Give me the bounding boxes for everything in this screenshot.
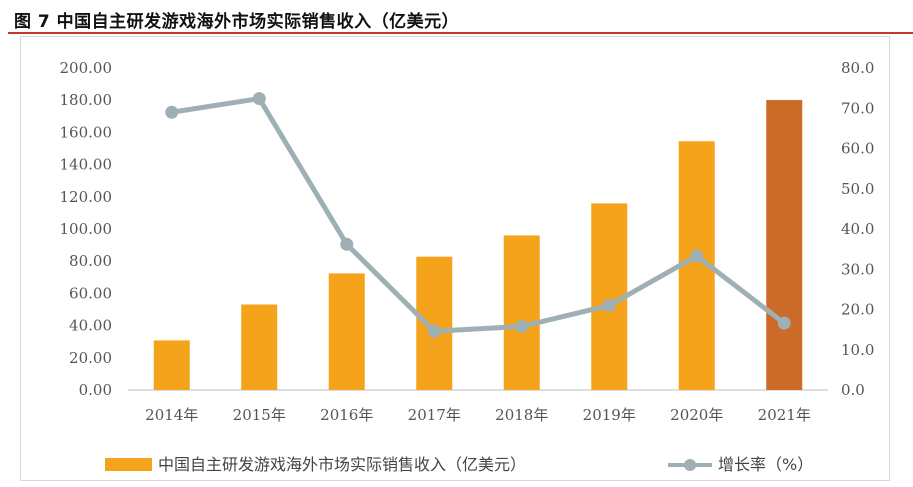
left-tick-label: 180.00 (60, 91, 113, 109)
left-tick-label: 140.00 (60, 156, 113, 174)
legend-line-marker (684, 459, 696, 471)
bar (416, 256, 453, 390)
bar (153, 340, 190, 390)
growth-line (171, 96, 786, 334)
chart-frame (20, 36, 890, 481)
growth-point (777, 316, 791, 330)
right-tick-label: 80.0 (841, 59, 874, 77)
legend-line-label: 增长率（%） (718, 455, 813, 474)
x-tick-label: 2018年 (495, 406, 548, 424)
x-tick-label: 2017年 (408, 406, 461, 424)
right-tick-label: 20.0 (841, 301, 874, 319)
growth-point (340, 237, 354, 251)
right-tick-label: 30.0 (841, 260, 874, 278)
right-tick-label: 70.0 (841, 99, 874, 117)
left-tick-label: 120.00 (60, 188, 113, 206)
x-tick-label: 2019年 (583, 406, 636, 424)
left-tick-label: 0.00 (79, 381, 112, 399)
x-tick-label: 2016年 (320, 406, 373, 424)
bar (503, 235, 540, 390)
right-tick-label: 10.0 (841, 341, 874, 359)
left-tick-label: 20.00 (69, 349, 112, 367)
left-tick-label: 160.00 (60, 123, 113, 141)
figure-title: 图 7 中国自主研发游戏海外市场实际销售收入（亿美元） (14, 12, 460, 32)
growth-point (252, 92, 266, 106)
legend-bar-swatch (105, 458, 152, 471)
x-tick-label: 2020年 (670, 406, 723, 424)
growth-point (427, 324, 441, 338)
bar (241, 304, 278, 390)
x-axis: 2014年 2015年 2016年 2017年 2018年 2019年 2020年 2021年 (145, 406, 811, 424)
left-axis: 0.00 20.00 40.00 60.00 80.00 100.00 120.00 140.… (60, 59, 113, 399)
right-tick-label: 0.0 (841, 381, 865, 399)
growth-point (690, 249, 704, 263)
x-tick-label: 2014年 (145, 406, 198, 424)
legend-bar-label: 中国自主研发游戏海外市场实际销售收入（亿美元） (158, 455, 526, 474)
legend: 中国自主研发游戏海外市场实际销售收入（亿美元） 增长率（%） (105, 455, 813, 474)
right-tick-label: 60.0 (841, 140, 874, 158)
right-axis: 0.0 10.0 20.0 30.0 40.0 50.0 60.0 70.0 80.0 (841, 59, 874, 399)
x-tick-label: 2021年 (758, 406, 811, 424)
left-tick-label: 80.00 (69, 252, 112, 270)
figure-header: 图 7 中国自主研发游戏海外市场实际销售收入（亿美元） (8, 3, 913, 34)
right-tick-label: 50.0 (841, 180, 874, 198)
growth-point (515, 319, 529, 333)
growth-line-series (165, 92, 791, 338)
growth-point (165, 105, 179, 119)
x-tick-label: 2015年 (233, 406, 286, 424)
title-rule (8, 32, 913, 34)
left-tick-label: 60.00 (69, 284, 112, 302)
left-tick-label: 40.00 (69, 317, 112, 335)
left-tick-label: 200.00 (60, 59, 113, 77)
bar (328, 273, 365, 390)
left-tick-label: 100.00 (60, 220, 113, 238)
bar (766, 100, 803, 390)
growth-point (602, 298, 616, 312)
right-tick-label: 40.0 (841, 220, 874, 238)
bar-series (153, 100, 803, 390)
